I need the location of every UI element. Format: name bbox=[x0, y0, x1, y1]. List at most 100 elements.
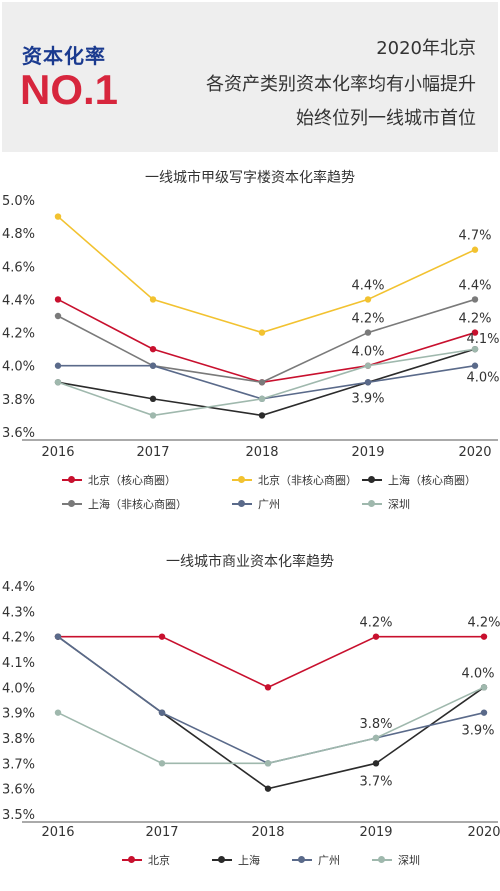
data-point bbox=[54, 709, 62, 716]
data-point bbox=[158, 633, 166, 640]
y-tick-label: 3.8% bbox=[2, 393, 35, 408]
legend-item: 北京（非核心商圈） bbox=[232, 472, 357, 488]
data-label: 3.7% bbox=[359, 774, 392, 789]
data-point bbox=[258, 412, 266, 419]
data-point bbox=[158, 709, 166, 716]
data-point bbox=[480, 633, 488, 640]
x-tick-label: 2019 bbox=[359, 825, 392, 840]
x-tick-label: 2019 bbox=[351, 445, 384, 460]
legend-item: 广州 bbox=[292, 852, 340, 868]
x-tick-label: 2020 bbox=[467, 825, 500, 840]
legend-label: 上海（非核心商圈） bbox=[88, 498, 187, 511]
header-line-2: 各资产类别资本化率均有小幅提升 bbox=[206, 74, 476, 95]
legend-item: 上海（非核心商圈） bbox=[62, 496, 187, 512]
y-tick-label: 4.6% bbox=[2, 260, 35, 275]
badge-rank: NO.1 bbox=[20, 66, 119, 113]
legend-swatch bbox=[372, 855, 392, 865]
data-point bbox=[54, 362, 62, 369]
y-tick-label: 3.5% bbox=[2, 808, 35, 823]
legend-label: 北京（核心商圈） bbox=[88, 474, 176, 487]
data-label: 4.1% bbox=[466, 332, 499, 347]
data-point bbox=[258, 395, 266, 403]
legend-label: 北京 bbox=[148, 854, 170, 867]
legend-item: 深圳 bbox=[372, 852, 420, 868]
data-point bbox=[364, 362, 372, 369]
data-label: 4.2% bbox=[467, 616, 500, 631]
legend-label: 上海 bbox=[238, 854, 260, 867]
x-tick-label: 2018 bbox=[251, 825, 284, 840]
y-tick-label: 4.0% bbox=[2, 681, 35, 696]
series-line bbox=[57, 298, 476, 384]
header-line-3: 始终位列一线城市首位 bbox=[296, 108, 476, 129]
data-point bbox=[264, 785, 272, 792]
data-point bbox=[264, 760, 272, 767]
legend-swatch bbox=[292, 855, 312, 865]
header-line-1: 2020年北京 bbox=[376, 38, 476, 59]
y-tick-label: 3.7% bbox=[2, 757, 35, 772]
data-label: 4.4% bbox=[351, 278, 384, 293]
data-point bbox=[264, 684, 272, 691]
legend-item: 上海（核心商圈） bbox=[362, 472, 476, 488]
data-label: 4.4% bbox=[458, 278, 491, 293]
series-line bbox=[57, 298, 476, 384]
legend-item: 北京 bbox=[122, 852, 170, 868]
data-point bbox=[372, 760, 380, 767]
chart-title: 一线城市甲级写字楼资本化率趋势 bbox=[145, 169, 355, 186]
y-tick-label: 4.4% bbox=[2, 293, 35, 308]
office-chart-legend: 北京（核心商圈） 北京（非核心商圈） 上海（核心商圈） 上海（非核心商圈） 广州 深圳 bbox=[0, 472, 500, 522]
data-label: 4.0% bbox=[461, 666, 494, 681]
legend-label: 广州 bbox=[318, 854, 340, 867]
data-label: 4.2% bbox=[359, 616, 392, 631]
series-line bbox=[57, 215, 476, 334]
legend-swatch bbox=[62, 499, 82, 509]
x-tick-label: 2020 bbox=[458, 445, 491, 460]
data-point bbox=[471, 296, 479, 303]
legend-swatch bbox=[122, 855, 142, 865]
data-point bbox=[54, 213, 62, 220]
y-tick-label: 4.0% bbox=[2, 360, 35, 375]
series-line bbox=[58, 635, 484, 689]
y-tick-label: 4.3% bbox=[2, 605, 35, 620]
legend-swatch bbox=[362, 499, 382, 509]
y-tick-label: 5.0% bbox=[2, 194, 35, 209]
x-tick-label: 2018 bbox=[245, 445, 278, 460]
legend-item: 北京（核心商圈） bbox=[62, 472, 176, 488]
y-tick-label: 4.2% bbox=[2, 631, 35, 646]
data-point bbox=[372, 633, 380, 640]
data-point bbox=[54, 633, 62, 640]
x-tick-label: 2016 bbox=[41, 825, 74, 840]
legend-item: 深圳 bbox=[362, 496, 410, 512]
data-label: 4.0% bbox=[466, 371, 499, 386]
data-point bbox=[471, 345, 479, 353]
legend-swatch bbox=[62, 475, 82, 485]
data-point bbox=[364, 296, 372, 303]
data-label: 4.2% bbox=[351, 312, 384, 327]
data-point bbox=[149, 395, 157, 403]
data-point bbox=[54, 296, 62, 303]
y-tick-label: 4.4% bbox=[2, 580, 35, 595]
data-point bbox=[480, 709, 488, 716]
legend-label: 深圳 bbox=[398, 854, 420, 867]
data-point bbox=[364, 379, 372, 386]
data-label: 4.0% bbox=[351, 345, 384, 360]
data-point bbox=[149, 296, 157, 303]
y-tick-label: 3.9% bbox=[2, 707, 35, 722]
series-line bbox=[57, 636, 485, 790]
retail-cap-rate-chart: 一线城市商业资本化率趋势 4.4% 4.3% 4.2% 4.1% 4.0% 3.9% 3.8%… bbox=[2, 553, 500, 840]
data-point bbox=[372, 734, 380, 742]
y-tick-label: 3.6% bbox=[2, 783, 35, 798]
data-point bbox=[471, 362, 479, 369]
data-label: 3.9% bbox=[461, 724, 494, 739]
data-point bbox=[258, 329, 266, 336]
data-label: 3.8% bbox=[359, 717, 392, 732]
series-line bbox=[57, 686, 485, 765]
data-label: 3.9% bbox=[351, 391, 384, 406]
y-tick-label: 3.6% bbox=[2, 426, 35, 441]
legend-swatch bbox=[232, 499, 252, 509]
data-point bbox=[158, 760, 166, 767]
data-point bbox=[149, 412, 157, 419]
legend-label: 广州 bbox=[258, 498, 280, 511]
data-point bbox=[471, 329, 479, 336]
data-point bbox=[471, 246, 479, 253]
legend-item: 上海 bbox=[212, 852, 260, 868]
